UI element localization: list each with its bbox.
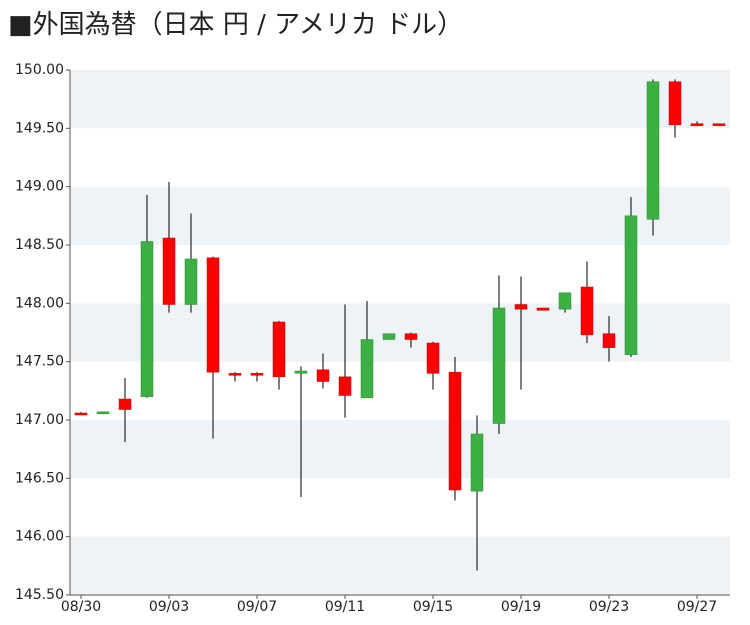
candle-body [668,81,682,126]
y-tick-label: 149.50 [15,120,64,136]
x-tick-label: 09/07 [237,599,277,615]
candle-body [558,292,572,310]
candle-body [338,376,352,396]
x-tick-label: 09/19 [501,599,541,615]
candle-body [536,307,550,311]
candle-body [580,286,594,336]
candle-body [360,339,374,399]
candle-body [646,81,660,220]
candle-body [118,398,132,410]
candle-body [712,123,726,126]
candle-body [162,237,176,305]
y-tick-label: 147.00 [15,412,64,428]
candle-body [624,215,638,355]
candle-body [272,321,286,378]
chart-title: ■外国為替（日本 円 / アメリカ ドル） [8,10,463,40]
candle-body [690,123,704,126]
candle-body [514,304,528,310]
candle-body [96,411,110,415]
x-tick-label: 09/11 [325,599,365,615]
candle-body [382,333,396,340]
candle-body [426,342,440,374]
candle-body [250,373,264,376]
candle-body [228,373,242,376]
grid-band [70,536,730,595]
candle-body [316,369,330,382]
x-tick-label: 08/30 [61,599,101,615]
y-tick-label: 148.00 [15,295,64,311]
grid-band [70,420,730,479]
y-tick-label: 148.50 [15,237,64,253]
candle-body [492,307,506,424]
y-tick-label: 146.00 [15,529,64,545]
x-tick-label: 09/03 [149,599,189,615]
y-tick-label: 146.50 [15,470,64,486]
candle-body [470,433,484,492]
candle-body [448,371,462,491]
candle-body [140,241,154,397]
x-tick-label: 09/27 [677,599,717,615]
x-tick-label: 09/23 [589,599,629,615]
grid-band [70,70,730,129]
candle-body [602,333,616,348]
grid-band [70,186,730,245]
candle-body [184,258,198,305]
candle-body [294,370,308,374]
y-tick-label: 150.00 [15,62,64,78]
candle-body [404,333,418,340]
candle-body [74,412,88,416]
grid-band [70,303,730,362]
y-tick-label: 145.50 [15,587,64,603]
y-tick-label: 147.50 [15,354,64,370]
candle-body [206,257,220,373]
y-tick-label: 149.00 [15,179,64,195]
x-tick-label: 09/15 [413,599,453,615]
